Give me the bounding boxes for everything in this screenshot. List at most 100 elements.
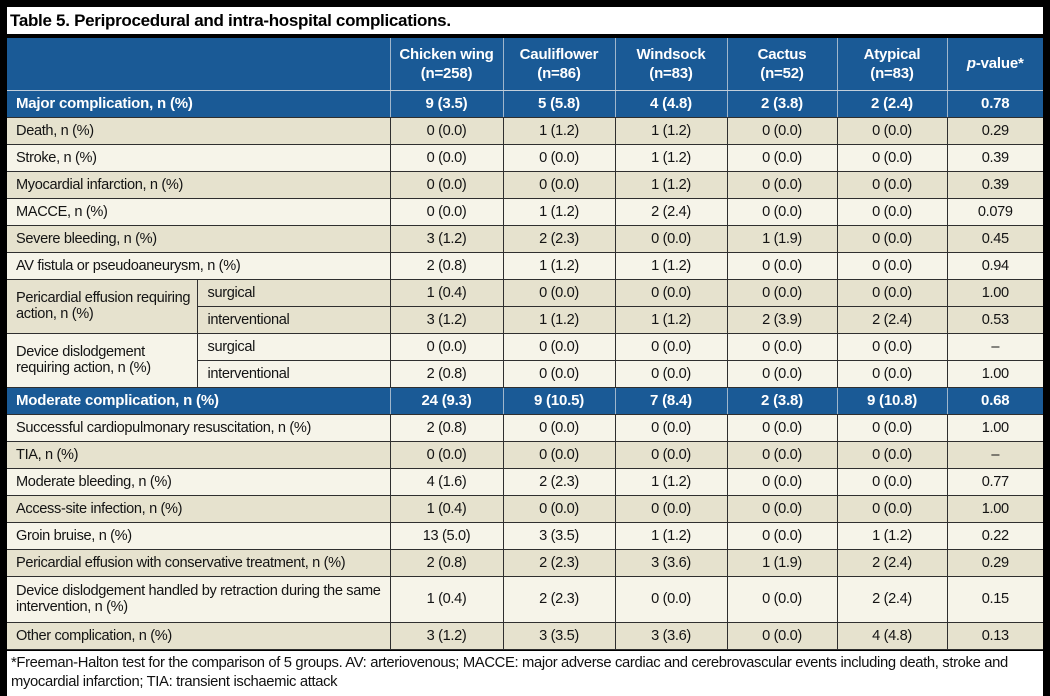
value-cell: 0 (0.0): [836, 224, 948, 253]
row-label: TIA, n (%): [7, 440, 391, 469]
value-cell: 0 (0.0): [502, 170, 616, 199]
value-cell: 1 (1.2): [614, 467, 728, 496]
group-row-label: Device dislodgement requiring action, n …: [7, 332, 198, 388]
pvalue-cell: 0.53: [946, 305, 1043, 334]
value-cell: 0 (0.0): [726, 440, 838, 469]
value-cell: 0 (0.0): [836, 251, 948, 280]
value-cell: 3 (3.6): [614, 621, 728, 650]
value-cell: 1 (1.2): [614, 116, 728, 145]
value-cell: 0 (0.0): [502, 143, 616, 172]
table-subrow: Device dislodgement requiring action, n …: [7, 332, 1043, 388]
row-label: Access-site infection, n (%): [7, 494, 391, 523]
value-cell: 2 (3.8): [726, 386, 838, 415]
sub-row-label: interventional: [196, 305, 391, 334]
value-cell: 0 (0.0): [726, 575, 838, 623]
pvalue-cell: –: [946, 440, 1043, 469]
sub-row-label: surgical: [196, 278, 391, 307]
pvalue-cell: 0.15: [946, 575, 1043, 623]
value-cell: 9 (3.5): [389, 89, 504, 118]
row-label: Other complication, n (%): [7, 621, 391, 650]
value-cell: 0 (0.0): [726, 197, 838, 226]
pvalue-cell: 0.39: [946, 170, 1043, 199]
value-cell: 0 (0.0): [389, 143, 504, 172]
column-header-windsock: Windsock (n=83): [614, 38, 728, 91]
value-cell: 0 (0.0): [836, 413, 948, 442]
group-name: Chicken wing: [399, 45, 494, 63]
pvalue-cell: 0.45: [946, 224, 1043, 253]
value-cell: 0 (0.0): [502, 359, 616, 388]
value-cell: 1 (1.2): [614, 305, 728, 334]
pvalue-cell: –: [946, 332, 1043, 361]
pvalue-cell: 0.29: [946, 116, 1043, 145]
pvalue-rest: -value*: [975, 55, 1024, 73]
value-cell: 0 (0.0): [389, 116, 504, 145]
row-label: Moderate bleeding, n (%): [7, 467, 391, 496]
value-cell: 2 (2.4): [836, 548, 948, 577]
row-label: Groin bruise, n (%): [7, 521, 391, 550]
pvalue-cell: 0.29: [946, 548, 1043, 577]
pvalue-cell: 0.079: [946, 197, 1043, 226]
row-label: Device dislodgement handled by retractio…: [7, 575, 391, 623]
value-cell: 0 (0.0): [726, 521, 838, 550]
pvalue-cell: 0.39: [946, 143, 1043, 172]
value-cell: 2 (2.4): [836, 89, 948, 118]
table-footnote: *Freeman-Halton test for the comparison …: [7, 650, 1043, 696]
value-cell: 2 (2.3): [502, 224, 616, 253]
value-cell: 0 (0.0): [726, 170, 838, 199]
pvalue-cell: 1.00: [946, 494, 1043, 523]
column-header-row: Chicken wing (n=258) Cauliflower (n=86) …: [7, 38, 1043, 91]
pvalue-cell: 0.94: [946, 251, 1043, 280]
row-label: Pericardial effusion with conservative t…: [7, 548, 391, 577]
value-cell: 2 (3.9): [726, 305, 838, 334]
value-cell: 9 (10.5): [502, 386, 616, 415]
value-cell: 3 (1.2): [389, 305, 504, 334]
table-row: MACCE, n (%) 0 (0.0) 1 (1.2) 2 (2.4) 0 (0.0)…: [7, 197, 1043, 226]
value-cell: 4 (4.8): [836, 621, 948, 650]
value-cell: 3 (3.6): [614, 548, 728, 577]
value-cell: 0 (0.0): [726, 278, 838, 307]
value-cell: 0 (0.0): [836, 467, 948, 496]
value-cell: 2 (0.8): [389, 251, 504, 280]
pvalue-italic-p: p: [966, 55, 976, 73]
corner-cell: [7, 38, 391, 91]
column-header-atypical: Atypical (n=83): [836, 38, 948, 91]
pvalue-cell: 1.00: [946, 278, 1043, 307]
table-row: Successful cardiopulmonary resuscitation…: [7, 413, 1043, 442]
table-row: TIA, n (%) 0 (0.0) 0 (0.0) 0 (0.0) 0 (0.0) 0 …: [7, 440, 1043, 469]
group-n: (n=52): [760, 65, 804, 83]
value-cell: 0 (0.0): [726, 116, 838, 145]
section-label: Major complication, n (%): [7, 89, 391, 118]
value-cell: 3 (3.5): [502, 521, 616, 550]
table-subrow: interventional 3 (1.2) 1 (1.2) 1 (1.2) 2 (3.…: [7, 305, 1043, 334]
group-n: (n=83): [870, 65, 914, 83]
value-cell: 1 (1.2): [836, 521, 948, 550]
value-cell: 2 (2.3): [502, 575, 616, 623]
group-n: (n=258): [420, 65, 473, 83]
sub-row-label: interventional: [196, 359, 391, 388]
value-cell: 0 (0.0): [726, 359, 838, 388]
row-label: Successful cardiopulmonary resuscitation…: [7, 413, 391, 442]
value-cell: 0 (0.0): [389, 197, 504, 226]
complications-table: Chicken wing (n=258) Cauliflower (n=86) …: [7, 38, 1043, 650]
value-cell: 0 (0.0): [836, 197, 948, 226]
group-n: (n=83): [649, 65, 693, 83]
value-cell: 2 (2.3): [502, 548, 616, 577]
value-cell: 0 (0.0): [726, 467, 838, 496]
table-row: Death, n (%) 0 (0.0) 1 (1.2) 1 (1.2) 0 (0.0)…: [7, 116, 1043, 145]
sub-row-label: surgical: [196, 332, 391, 361]
table-title: Table 5. Periprocedural and intra-hospit…: [7, 7, 1043, 35]
value-cell: 1 (1.2): [614, 170, 728, 199]
group-name: Windsock: [636, 45, 706, 63]
value-cell: 0 (0.0): [502, 278, 616, 307]
value-cell: 2 (2.4): [836, 305, 948, 334]
value-cell: 3 (1.2): [389, 621, 504, 650]
value-cell: 1 (1.2): [614, 521, 728, 550]
value-cell: 13 (5.0): [389, 521, 504, 550]
group-n: (n=86): [537, 65, 581, 83]
column-header-pvalue: p-value*: [946, 38, 1043, 91]
group-name: Cauliflower: [519, 45, 599, 63]
section-row: Moderate complication, n (%) 24 (9.3) 9 (1…: [7, 386, 1043, 415]
value-cell: 2 (2.4): [614, 197, 728, 226]
value-cell: 1 (0.4): [389, 575, 504, 623]
